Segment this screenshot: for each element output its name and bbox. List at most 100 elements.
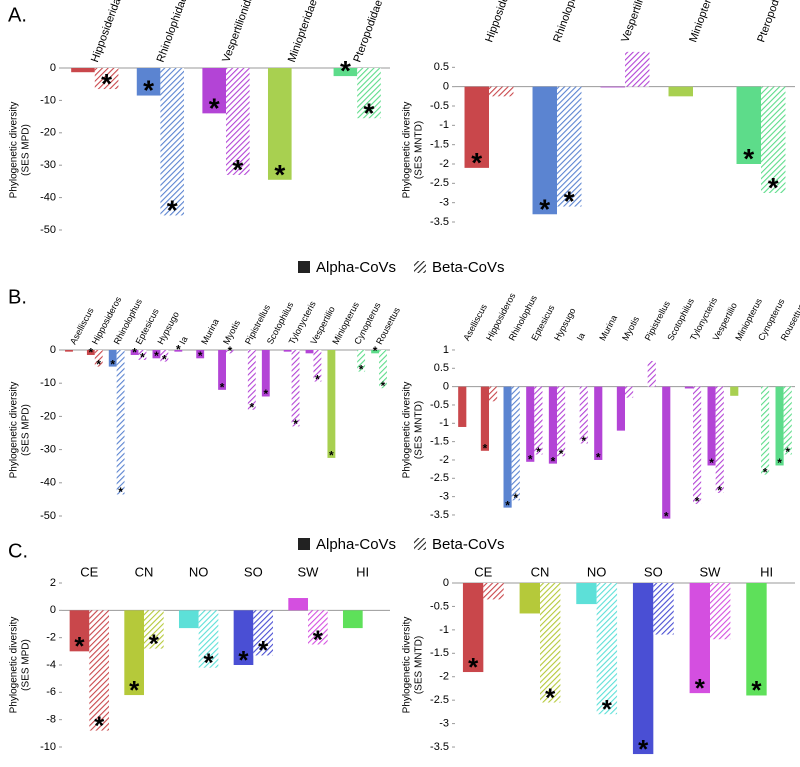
y-tick-label: -30 [40,159,56,171]
bar [647,360,656,387]
x-tick-label: Hipposideridae [89,0,125,64]
significance-marker: * [381,379,386,393]
significance-marker: * [132,346,137,360]
x-tick-label: Ia [575,331,587,342]
panel-label: C. [8,540,28,562]
significance-marker: * [249,400,254,414]
y-tick-label: 0 [443,381,449,393]
significance-marker: * [258,635,269,665]
x-tick-label: SW [700,564,722,579]
bar [202,68,226,114]
bar [130,350,139,355]
y-tick-label: -3 [439,197,449,209]
x-tick-label: Murina [199,317,221,346]
bar [144,610,164,649]
x-tick-label: Pteropodidae [755,0,789,44]
legend-label: Alpha-CoVs [316,259,396,276]
significance-marker: * [340,55,351,86]
bar [65,350,73,352]
bar [684,386,693,389]
significance-marker: * [149,628,160,658]
significance-marker: * [96,357,101,371]
bar [775,386,784,466]
y-tick-label: -2 [439,158,449,170]
y-tick-label: -40 [40,477,56,489]
bar [174,350,183,352]
bar [532,86,557,215]
y-tick-label: 2 [50,577,56,589]
significance-marker: * [513,491,518,505]
x-tick-label: Pteropodidae [351,0,385,64]
x-tick-label: Vespertilionidae [619,0,657,44]
x-tick-label: Myotis [221,318,242,346]
bar [288,598,308,611]
significance-marker: * [238,645,249,675]
y-tick-label: -10 [40,94,56,106]
bar [308,610,328,645]
x-tick-label: CN [135,564,154,579]
bar [94,68,119,90]
significance-marker: * [118,485,123,499]
significance-marker: * [293,417,298,431]
significance-marker: * [564,186,575,217]
bar [152,350,161,359]
bar [557,386,566,457]
significance-marker: * [89,346,94,360]
y-axis-label: Phylogenetic diversity [9,102,20,199]
x-tick-label: Miniopteridae [687,0,721,44]
significance-marker: * [528,453,533,467]
y-axis-label: Phylogenetic diversity [9,617,20,714]
x-tick-label: NO [587,564,607,579]
bar [707,386,716,466]
x-tick-label: Ia [177,335,189,346]
y-tick-label: -1 [439,417,449,429]
significance-marker: * [373,344,378,358]
significance-marker: * [203,647,214,677]
x-tick-label: SW [298,564,320,579]
bar [625,386,634,398]
significance-marker: * [763,465,768,479]
legend-swatch [298,261,310,273]
y-tick-label: 0 [443,81,449,93]
y-tick-label: 0 [443,577,449,589]
significance-marker: * [777,456,782,470]
panel-label: A. [8,4,27,26]
y-tick-label: -30 [40,444,56,456]
bar [198,610,219,668]
bar [283,350,292,352]
y-tick-label: -20 [40,410,56,422]
bar [196,350,205,359]
y-tick-label: -2.5 [430,694,449,706]
x-tick-label: NO [189,564,209,579]
y-tick-label: 0 [50,604,56,616]
bar [178,610,199,629]
legend-label: Beta-CoVs [432,259,505,276]
x-tick-label: Vespertilionidae [220,0,258,64]
bar [69,610,90,652]
bar [576,583,597,605]
y-tick-label: -3.5 [430,741,449,753]
bar [233,610,254,665]
bar [464,86,489,168]
panel-label: B. [8,286,27,308]
significance-marker: * [559,447,564,461]
y-axis-label: (SES MPD) [21,639,32,691]
x-tick-label: SO [244,564,263,579]
bar [662,386,671,519]
bar [761,386,770,475]
bar [218,350,226,390]
significance-marker: * [274,159,285,190]
x-tick-label: SO [644,564,663,579]
significance-marker: * [536,445,541,459]
y-axis-label: (SES MNTD) [414,401,425,459]
significance-marker: * [709,456,714,470]
x-tick-label: Miniopteridae [286,0,320,64]
x-tick-label: CN [531,564,550,579]
bar [291,350,300,427]
significance-marker: * [768,172,779,203]
y-tick-label: -1.5 [430,647,449,659]
y-tick-label: -10 [40,377,56,389]
significance-marker: * [483,442,488,456]
y-tick-label: -3.5 [430,216,449,228]
y-tick-label: -0.5 [430,100,449,112]
